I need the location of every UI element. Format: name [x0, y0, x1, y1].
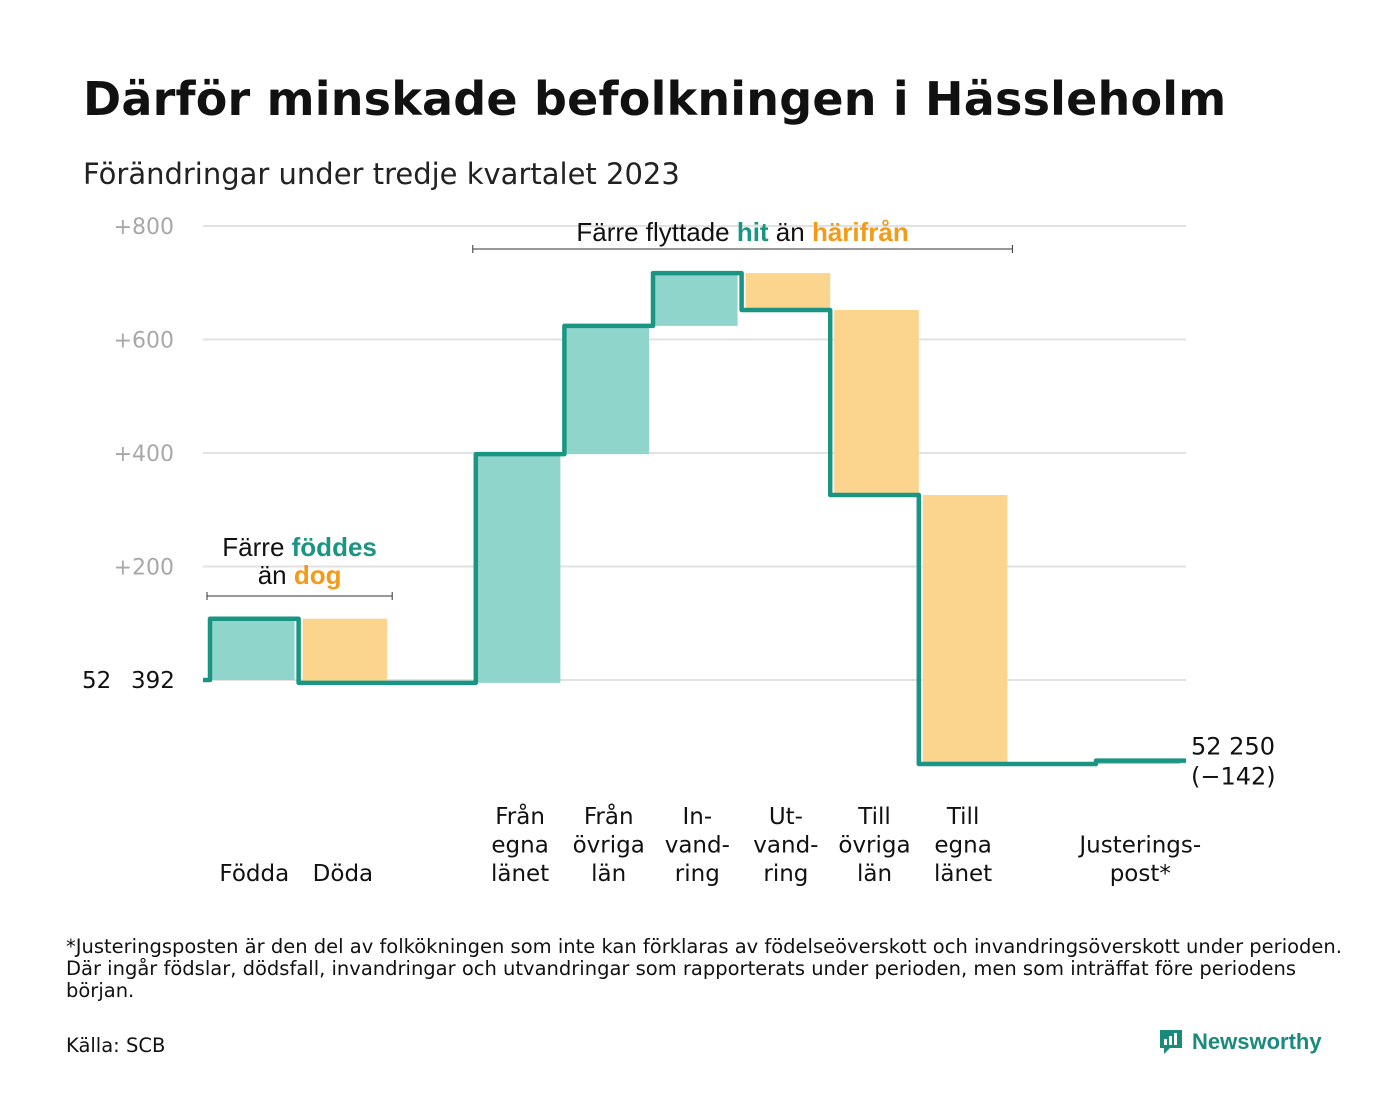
category-label: övriga	[573, 833, 645, 859]
waterfall-bar	[564, 325, 649, 455]
category-label: övriga	[838, 833, 910, 859]
category-label: Till	[946, 804, 980, 830]
waterfall-bar	[922, 494, 1008, 764]
category-label: Från	[584, 802, 634, 830]
category-label: vand-	[665, 833, 730, 859]
annotation-migration-text: Färre flyttade hit än härifrån	[576, 217, 908, 247]
category-label: Justerings-	[1077, 833, 1201, 859]
category-label: vand-	[753, 833, 818, 859]
category-label: ring	[763, 861, 808, 887]
category-label: egna	[491, 833, 548, 859]
footnote: *Justeringsposten är den del av folkökni…	[66, 935, 1342, 1002]
y-tick-label: +200	[114, 556, 174, 581]
annotation-text-part: hit	[737, 217, 769, 247]
cumulative-step-line	[203, 270, 1187, 767]
category-label: län	[591, 861, 626, 887]
annotation-births-line2: än dog	[258, 560, 342, 590]
category-label: ring	[675, 861, 720, 887]
category-label: Ut-	[769, 804, 803, 830]
waterfall-bar	[745, 273, 831, 310]
category-label: Döda	[313, 861, 373, 887]
y-tick-label: +600	[114, 329, 174, 354]
brand-name: Newsworthy	[1192, 1029, 1322, 1054]
category-label: Från	[495, 802, 545, 830]
category-label: län	[857, 861, 892, 887]
annotation-text-part: föddes	[292, 532, 377, 562]
waterfall-bar	[210, 618, 295, 680]
annotation-text-part: härifrån	[812, 217, 909, 247]
source-label: Källa: SCB	[66, 1034, 166, 1057]
start-value-label-part: 52	[82, 668, 111, 694]
chart-subtitle: Förändringar under tredje kvartalet 2023	[83, 157, 680, 191]
category-label: In-	[682, 804, 712, 830]
annotation-text-part: än	[258, 560, 294, 590]
end-value-label: (−142)	[1191, 763, 1276, 791]
waterfall-bar	[834, 309, 919, 495]
annotation-text-part: än	[769, 217, 812, 247]
y-tick-label: +800	[114, 215, 174, 240]
newsworthy-logo-icon	[1160, 1030, 1182, 1054]
category-label: post*	[1110, 861, 1171, 887]
category-label: länet	[491, 861, 549, 887]
category-label: egna	[934, 833, 991, 859]
category-label: Till	[857, 804, 891, 830]
brand: Newsworthy	[1158, 1028, 1322, 1056]
category-label: länet	[934, 861, 992, 887]
annotation-births-line1: Färre föddes	[222, 532, 377, 562]
waterfall-bar	[653, 273, 738, 326]
end-value-label: 52 250	[1191, 733, 1275, 761]
y-tick-label: +400	[114, 442, 174, 467]
annotation-text-part: dog	[294, 560, 342, 590]
category-label: Födda	[219, 861, 289, 887]
annotation-text-part: Färre flyttade	[576, 217, 736, 247]
start-value-label-part: 392	[131, 668, 175, 694]
waterfall-bar	[302, 618, 388, 683]
waterfall-bar	[475, 454, 561, 683]
annotation-text-part: Färre	[222, 532, 291, 562]
chart-title: Därför minskade befolkningen i Hässlehol…	[83, 72, 1227, 126]
